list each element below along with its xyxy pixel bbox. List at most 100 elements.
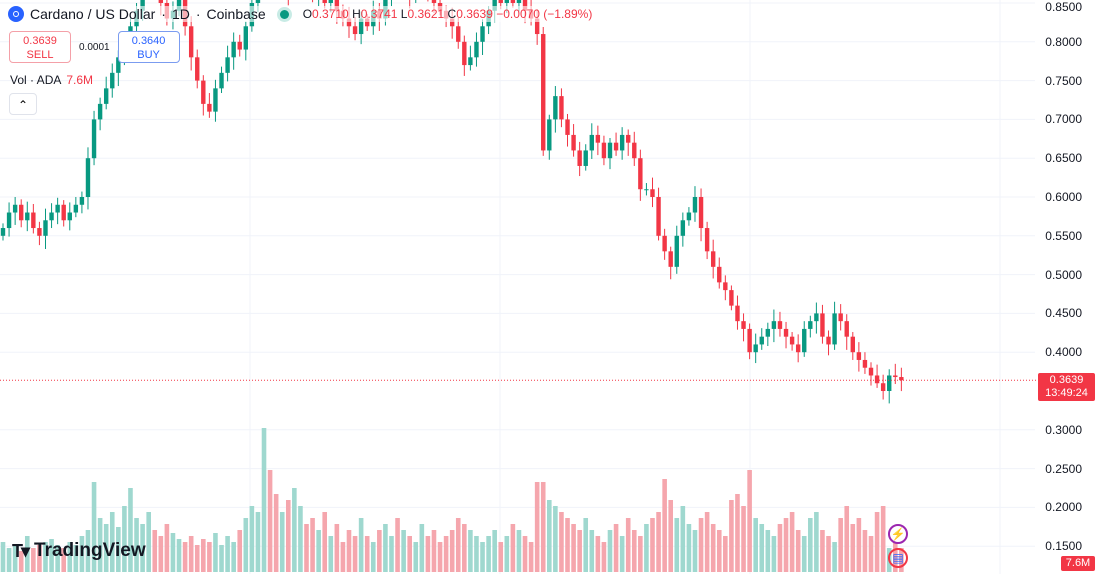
volume-bar [97,518,103,572]
volume-tag: 7.6M [1061,556,1095,571]
volume-bar [795,530,801,572]
candle-body [613,142,619,151]
candle-body [601,142,607,159]
candle-body [231,41,236,58]
tradingview-logo[interactable]: T▾ TradingView [12,540,146,561]
volume-bar [310,518,315,572]
candle-body [43,220,48,236]
volume-bar [322,512,328,572]
sell-button[interactable]: 0.3639 SELL [9,31,71,63]
candle-body [571,134,576,151]
candle-body [61,204,66,221]
candle-body [91,119,97,159]
candle-body [874,375,880,384]
volume-bar [431,530,437,572]
volume-bar [619,536,625,572]
volume-bar [662,479,667,572]
volume-bar [638,536,643,572]
volume-bar [674,518,680,572]
candle-body [893,375,898,378]
candle-body [777,321,783,329]
volume-bar [559,512,564,572]
candle-body [158,0,164,3]
candle-body [638,158,643,190]
candle-body [480,26,485,42]
candle-body [729,290,734,306]
volume-bar [516,530,522,572]
candle-body [565,119,570,135]
candle-body [595,134,601,143]
candle-body [219,72,224,89]
volume-bar [188,536,194,572]
volume-bar [607,530,613,572]
candle-body [140,0,145,11]
volume-bar [486,536,491,572]
candle-body [25,212,30,221]
candle-body [747,328,752,353]
us-flag-icon[interactable]: ▤ [888,548,908,568]
candle-body [541,34,546,151]
volume-bar [231,542,236,572]
candle-body [820,313,825,337]
volume-bar [528,542,534,572]
collapse-legend-button[interactable]: ⌃ [9,93,37,115]
volume-bar [710,524,716,572]
candle-body [795,344,801,353]
volume-bar [765,530,771,572]
volume-bar [219,545,224,572]
candle-body [510,0,516,3]
candle-body [6,212,12,229]
volume-bar [158,536,164,572]
candle-body [583,150,588,166]
volume-bar [170,533,176,572]
lightning-icon[interactable]: ⚡ [888,524,908,544]
interval[interactable]: 1D [171,6,190,22]
candle-body [680,220,686,236]
candle-body [207,103,212,112]
volume-bar [109,512,115,572]
candle-body [79,197,85,205]
candle-body [449,18,455,27]
volume-bar [383,524,388,572]
candle-body [85,158,91,197]
candle-body [188,26,194,58]
volume-bar [680,506,686,572]
y-tick-label: 0.7000 [1045,112,1082,127]
candle-body [710,251,716,267]
buy-button[interactable]: 0.3640 BUY [117,31,180,63]
volume-bar [753,518,758,572]
candle-body [650,189,655,197]
volume-bar [547,500,552,572]
volume-bar [498,542,504,572]
candle-body [255,0,261,3]
volume-bar [164,524,170,572]
volume-bar [31,548,36,572]
candle-body [704,228,710,252]
candle-body [717,266,722,283]
y-tick-label: 0.8000 [1045,34,1082,49]
volume-bar [874,512,880,572]
volume-bar [595,536,601,572]
volume-bar [6,548,12,572]
candle-body [789,336,795,345]
volume-bar [856,518,862,572]
volume-legend: Vol · ADA 7.6M [10,73,94,87]
y-tick-label: 0.2500 [1045,461,1082,476]
volume-bar [176,539,182,572]
volume-bar [625,518,631,572]
chevron-up-icon: ⌃ [17,98,29,112]
candle-body [547,119,552,151]
candle-body [553,96,558,120]
y-tick-label: 0.4500 [1045,306,1082,321]
volume-bar [273,494,279,572]
symbol-name[interactable]: Cardano / US Dollar [30,6,156,22]
volume-bar [801,536,807,572]
volume-bar [182,542,188,572]
volume-bar [389,536,394,572]
volume-bar [449,530,455,572]
volume-bar [534,482,540,572]
volume-bar [377,530,382,572]
volume-bar [73,545,79,572]
spread: 0.0001 [79,41,110,53]
